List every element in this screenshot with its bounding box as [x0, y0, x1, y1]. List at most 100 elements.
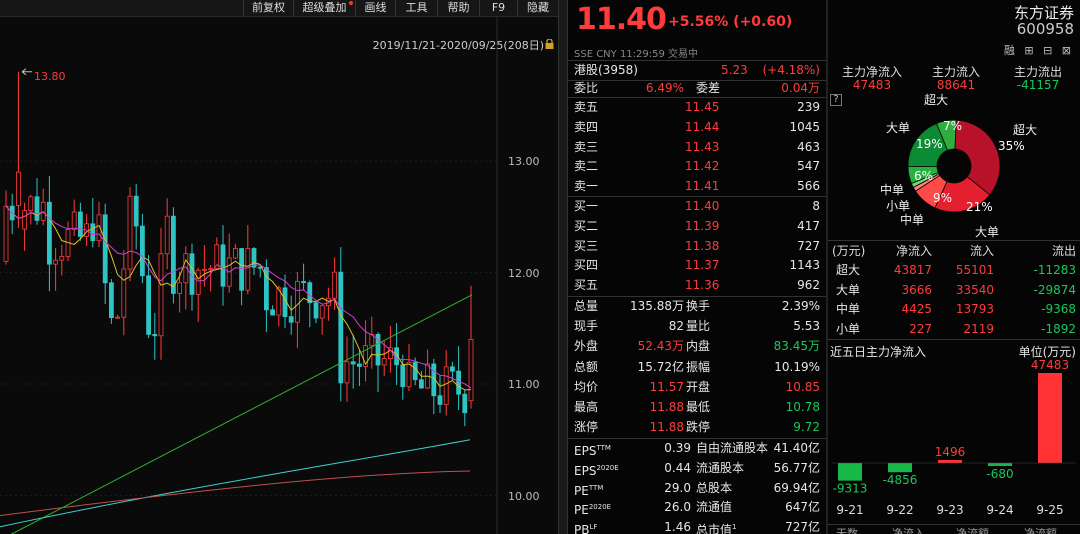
stat-value: 11.88	[649, 420, 684, 435]
weicha-label: 委差	[696, 81, 721, 95]
stat-label: 量比	[686, 319, 711, 334]
fin-label-sup: 1	[732, 523, 737, 532]
webi-value: 6.49%	[645, 81, 684, 95]
stat-label: 最高	[574, 400, 599, 414]
f9-button[interactable]: F9	[479, 0, 517, 16]
fin-label: 自由流通股本	[696, 441, 769, 455]
flow-size: 大单	[836, 282, 861, 297]
fin-label: EPSTTM	[574, 444, 611, 458]
new-dot-icon	[349, 1, 353, 5]
main-net-inflow: 47483	[852, 78, 892, 92]
fin-value: 0.39	[664, 441, 691, 455]
flow-row: 大单 3666 33540 -29874	[828, 280, 1080, 300]
fin-value: 0.44	[664, 460, 691, 475]
candle-body	[127, 195, 133, 270]
fin-label-sup: 2020E	[596, 463, 619, 472]
book-row[interactable]: 卖三 11.43 463	[568, 137, 826, 157]
candle-body	[313, 302, 319, 319]
candle-body	[338, 271, 344, 384]
candle-body	[15, 171, 21, 206]
book-volume: 8	[812, 199, 820, 213]
candle-body	[239, 248, 245, 291]
book-row[interactable]: 卖五 11.45 239	[568, 97, 826, 117]
fin-label: PE2020E	[574, 503, 612, 518]
candle-body	[214, 244, 220, 270]
five-day-value: -4856	[883, 473, 918, 487]
webi-row: 委比 6.49% 委差 0.04万	[568, 78, 826, 98]
book-row[interactable]: 卖四 11.44 1045	[568, 117, 826, 137]
book-level: 卖三	[574, 139, 599, 154]
flow-out: -1892	[1041, 321, 1076, 336]
candle-body	[381, 358, 387, 366]
flow-in: 55101	[955, 263, 994, 277]
moving-average-line	[0, 439, 471, 528]
flow-col-header: 流出	[1051, 244, 1076, 258]
pie-category-label: 中单	[880, 182, 904, 197]
flow-head: 主力流出	[1013, 65, 1062, 79]
fin-value: 727亿	[785, 520, 820, 534]
book-level: 买三	[574, 238, 599, 253]
bottom-col-header: 天数	[836, 527, 858, 534]
candle-body	[96, 214, 102, 242]
five-day-bar	[838, 463, 862, 481]
flow-size: 超大	[836, 263, 861, 277]
super-overlay-button[interactable]: 超级叠加	[293, 0, 355, 16]
candle-body	[121, 268, 127, 318]
pie-category-label: 超大	[924, 92, 948, 107]
flow-row: 小单 227 2119 -1892	[828, 319, 1080, 339]
flow-row: 超大 43817 55101 -11283	[828, 260, 1080, 280]
market-status: SSE CNY 11:29:59 交易中	[574, 49, 699, 60]
five-day-date: 9-24	[986, 503, 1013, 517]
flow-col-header: (万元)	[832, 244, 866, 258]
fin-value: 41.40亿	[773, 441, 820, 455]
book-row[interactable]: 买三 11.38 727	[568, 236, 826, 256]
y-tick-label: 10.00	[508, 490, 540, 503]
book-level: 卖五	[574, 100, 599, 114]
candle-body	[183, 253, 189, 284]
candle-body	[3, 205, 9, 262]
fin-value: 26.0	[664, 500, 691, 515]
book-row[interactable]: 买一 11.40 8	[568, 196, 826, 216]
tools-button[interactable]: 工具	[395, 0, 437, 16]
flow-out: -29874	[1033, 282, 1076, 297]
five-day-date: 9-21	[836, 503, 863, 517]
pie-slice	[935, 119, 957, 151]
candle-body	[356, 363, 362, 367]
stat-value: 9.72	[793, 420, 820, 435]
date-range: 2019/11/21-2020/09/25(208日)	[372, 39, 544, 52]
fin-row: PBLF 1.46 总市值1 727亿	[568, 517, 826, 534]
pie-slice-label: 19%	[916, 137, 943, 151]
book-row[interactable]: 买二 11.39 417	[568, 216, 826, 236]
high-marker-arrow	[21, 68, 32, 76]
fin-label-sup: TTM	[596, 444, 611, 452]
help-button[interactable]: 帮助	[437, 0, 479, 16]
fin-row: PETTM 29.0 总股本 69.94亿	[568, 478, 826, 498]
candle-body	[146, 275, 152, 335]
stat-label: 总额	[574, 359, 599, 374]
hide-button[interactable]: 隐藏	[517, 0, 558, 16]
bottom-col-header: 净流额	[956, 527, 989, 534]
stat-label: 跌停	[686, 420, 711, 435]
toolbar-icons[interactable]: 融 ⊞ ⊟ ⊠	[1003, 44, 1074, 57]
candle-body	[208, 268, 214, 271]
stat-value: 5.53	[793, 319, 820, 334]
lock-icon[interactable]	[545, 39, 554, 49]
five-day-bar	[938, 460, 962, 463]
pie-slice	[954, 119, 1001, 196]
book-row[interactable]: 卖二 11.42 547	[568, 156, 826, 176]
restore-rights-button[interactable]: 前复权	[243, 0, 293, 16]
help-icon[interactable]: ?	[830, 94, 842, 106]
candle-body	[406, 361, 412, 388]
fund-flow-panel: 东方证券 600958 融 ⊞ ⊟ ⊠ 主力净流入 主力流入 主力流出 4748…	[828, 0, 1080, 534]
hk-row[interactable]: 港股(3958) 5.23 (+4.18%)	[568, 60, 826, 80]
kline-chart[interactable]: 2019/11/21-2020/09/25(208日) 13.80 13.00 …	[0, 17, 558, 534]
book-row[interactable]: 买四 11.37 1143	[568, 255, 826, 275]
fin-label-sup: 2020E	[588, 503, 612, 512]
fin-label: PETTM	[574, 483, 604, 498]
panel-divider[interactable]	[558, 0, 568, 534]
book-row[interactable]: 卖一 11.41 566	[568, 176, 826, 196]
draw-line-button[interactable]: 画线	[355, 0, 395, 16]
book-row[interactable]: 买五 11.36 962	[568, 275, 826, 295]
fin-label: 总市值1	[696, 523, 737, 534]
five-day-value: -680	[986, 467, 1013, 481]
